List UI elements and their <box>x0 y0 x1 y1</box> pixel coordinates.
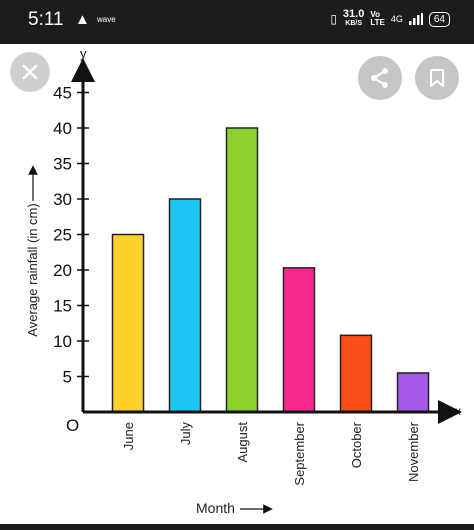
close-icon <box>22 64 38 80</box>
volte-top: Vo <box>370 10 380 19</box>
network-speed-value: 31.0 <box>342 8 365 20</box>
y-axis-label: Average rainfall (in cm) <box>25 203 40 336</box>
network-speed-unit: KB/S <box>345 20 362 27</box>
status-indicators: ▯ 31.0 KB/S Vo LTE 4G 64 <box>330 8 450 28</box>
network-speed: 31.0 KB/S <box>342 8 365 28</box>
bar-june <box>111 233 145 413</box>
y-tick-label-45: 45 <box>53 84 72 103</box>
x-tick-label-june: June <box>121 422 136 450</box>
y-axis-name: y <box>80 46 87 61</box>
bookmark-button[interactable] <box>415 56 459 100</box>
close-button[interactable] <box>10 52 50 92</box>
bookmark-icon <box>430 69 444 87</box>
x-tick-label-november: November <box>406 421 421 482</box>
signal-icon <box>408 13 423 25</box>
y-tick-label-15: 15 <box>53 297 72 316</box>
bar-july <box>168 198 202 413</box>
origin-label: O <box>66 416 79 435</box>
bar-august <box>225 127 259 413</box>
battery-indicator: 64 <box>428 11 450 27</box>
status-bar: 5:11 ▲ wave ▯ 31.0 KB/S Vo LTE 4G 64 <box>0 0 474 44</box>
y-tick-label-20: 20 <box>53 261 72 280</box>
y-tick-label-40: 40 <box>53 119 72 138</box>
notification-app-label: wave <box>97 15 116 24</box>
x-axis-name: x <box>455 404 461 418</box>
status-time: 5:11 <box>28 9 64 30</box>
y-tick-label-30: 30 <box>53 190 72 209</box>
rainfall-bar-chart: 5 10 15 20 25 30 35 40 45 June July August Septembe… <box>25 46 462 516</box>
volte-indicator: Vo LTE <box>370 11 385 27</box>
bar-september <box>282 267 316 413</box>
network-type: 4G <box>390 14 403 24</box>
x-tick-label-september: September <box>292 421 307 485</box>
bar-november <box>396 372 430 413</box>
x-axis-label: Month <box>196 500 235 516</box>
x-tick-label-july: July <box>178 422 193 446</box>
y-tick-label-10: 10 <box>53 332 72 351</box>
warning-icon: ▲ <box>75 11 90 28</box>
x-tick-label-october: October <box>349 421 364 468</box>
x-tick-label-august: August <box>235 422 250 463</box>
y-tick-label-35: 35 <box>53 155 72 174</box>
share-button[interactable] <box>358 56 402 100</box>
y-tick-label-25: 25 <box>53 226 72 245</box>
vibrate-icon: ▯ <box>330 12 337 26</box>
share-icon <box>371 68 388 88</box>
volte-bottom: LTE <box>370 18 385 27</box>
bar-october <box>339 334 373 413</box>
y-tick-label-5: 5 <box>63 368 72 387</box>
bottom-bar <box>0 524 474 530</box>
